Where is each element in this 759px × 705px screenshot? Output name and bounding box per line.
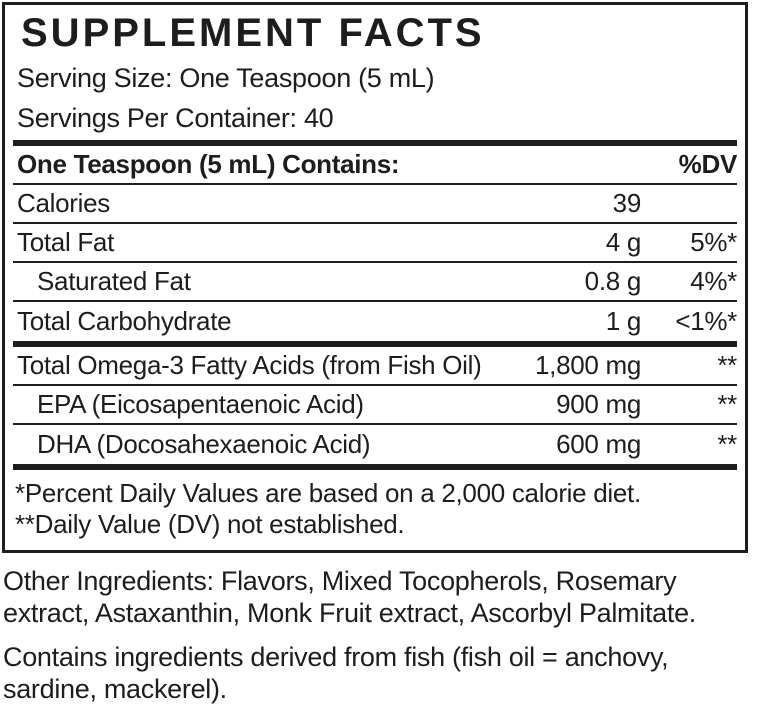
table-row-total-fat: Total Fat 4 g 5%* [13,224,737,263]
nutrient-dv: ** [717,389,737,419]
table-row-total-carbohydrate: Total Carbohydrate 1 g <1%* [13,302,737,341]
footnote-dv-not-established: **Daily Value (DV) not established. [15,509,405,539]
servings-per-container-line: Servings Per Container: 40 [17,103,334,133]
table-row-epa: EPA (Eicosapentaenoic Acid) 900 mg ** [13,386,737,425]
nutrient-name: EPA (Eicosapentaenoic Acid) [37,389,364,419]
nutrient-amount: 900 mg [556,389,641,419]
serving-size-line: Serving Size: One Teaspoon (5 mL) [17,63,435,93]
nutrient-name: DHA (Docosahexaenoic Acid) [37,429,371,459]
dv-column-header: %DV [678,149,738,179]
footnotes-block: *Percent Daily Values are based on a 2,0… [13,470,737,542]
thick-divider-middle [13,341,737,347]
table-row-dha: DHA (Docosahexaenoic Acid) 600 mg ** [13,425,737,464]
nutrient-dv: 4%* [690,266,737,296]
nutrient-dv: <1%* [675,306,737,336]
contains-column-header: One Teaspoon (5 mL) Contains: [17,149,400,179]
nutrient-name: Total Fat [17,227,115,257]
other-ingredients-paragraph: Other Ingredients: Flavors, Mixed Tocoph… [3,566,696,628]
footnote-percent-dv: *Percent Daily Values are based on a 2,0… [15,478,641,508]
table-row-calories: Calories 39 [13,185,737,224]
supplement-facts-panel: SUPPLEMENT FACTS Serving Size: One Teasp… [2,2,748,553]
table-header-row: One Teaspoon (5 mL) Contains: %DV [13,146,737,185]
table-row-omega3: Total Omega-3 Fatty Acids (from Fish Oil… [13,347,737,386]
nutrient-name: Total Carbohydrate [17,306,232,336]
nutrient-dv: ** [717,429,737,459]
nutrient-dv: ** [717,350,737,380]
thick-divider-top [13,140,737,146]
nutrient-dv: 5%* [690,227,737,257]
nutrient-amount: 4 g [605,227,642,257]
nutrient-name: Total Omega-3 Fatty Acids (from Fish Oil… [17,350,482,380]
nutrient-amount: 39 [612,188,642,218]
nutrient-amount: 600 mg [556,429,641,459]
nutrient-amount: 1 g [605,306,642,336]
thick-divider-bottom [13,464,737,470]
table-row-saturated-fat: Saturated Fat 0.8 g 4%* [13,263,737,302]
panel-title: SUPPLEMENT FACTS [21,11,485,55]
nutrient-name: Calories [17,188,110,218]
nutrient-amount: 1,800 mg [534,350,641,380]
nutrient-name: Saturated Fat [37,266,191,296]
nutrient-amount: 0.8 g [584,266,642,296]
allergen-statement-paragraph: Contains ingredients derived from fish (… [3,642,669,704]
